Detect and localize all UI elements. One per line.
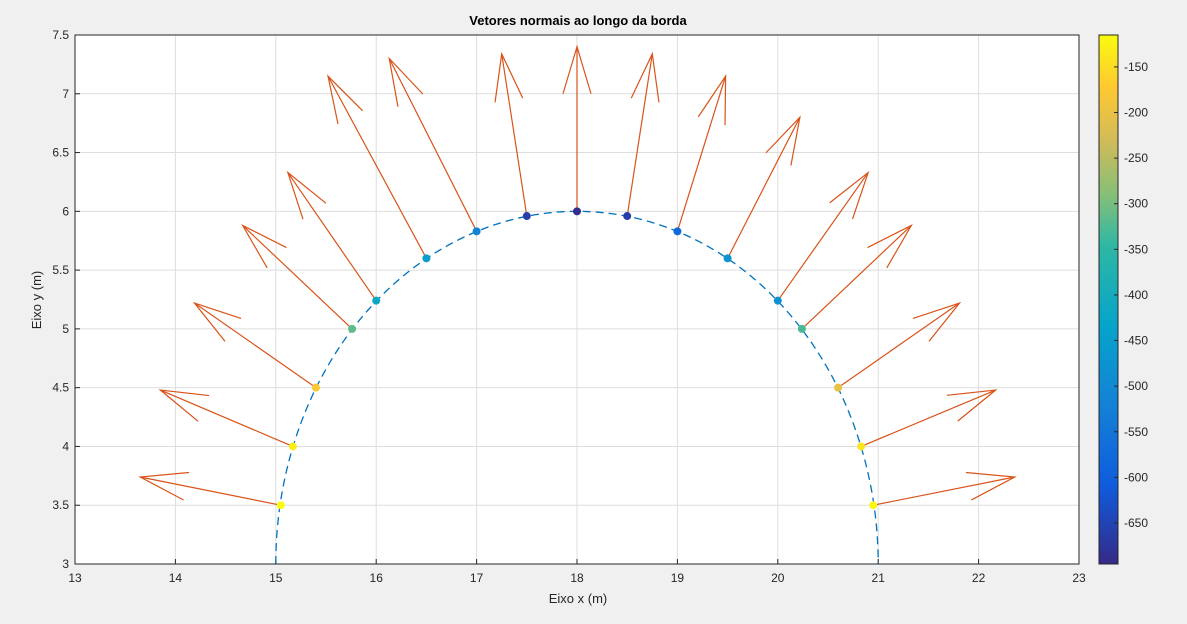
y-tick-label: 7 [62,87,69,101]
normal-vector-shaft [801,225,912,330]
colorbar-tick-label: -350 [1124,242,1148,256]
colorbar-tick-label: -250 [1124,151,1148,165]
normal-vector-head [562,44,592,94]
y-tick-labels: 3 3.5 4 4.5 5 5.5 6 6.5 7 7.5 [52,28,69,571]
x-tick-label: 15 [269,571,283,585]
normal-vector-head [867,223,913,269]
normal-vector-shaft [727,117,801,259]
colorbar-tick-label: -150 [1124,60,1148,74]
normal-vector-shaft [873,476,1015,506]
normal-vector-head [388,56,424,107]
x-tick-labels: 13 14 15 16 17 18 19 20 21 22 23 [68,571,1086,585]
boundary-point [834,383,843,392]
normal-vector-shaft [327,75,427,259]
normal-vector-head [327,74,364,125]
colorbar: -150 -200 -250 -300 -350 -400 -450 -500 -550 -600… [1098,34,1148,565]
boundary-point [723,254,732,263]
boundary-point [673,227,682,236]
y-axis-label: Eixo y (m) [29,271,44,330]
boundary-point [573,207,581,216]
boundary-point [288,442,297,451]
colorbar-tick-label: -450 [1124,334,1148,348]
x-axis-label: Eixo x (m) [549,591,608,606]
colorbar-tick-label: -600 [1124,470,1148,484]
boundary-point [372,296,381,305]
normal-vector-shaft [140,476,281,506]
plot-area: 13 14 15 16 17 18 19 20 21 22 23 3 3.5 4 4.5 5 5.5 6 6.5 7… [52,28,1086,585]
boundary-point [348,324,357,333]
y-tick-label: 5.5 [52,263,69,277]
boundary-point [311,383,320,392]
normal-vector-head [241,223,287,269]
x-tick-label: 20 [771,571,785,585]
normal-vector-head [286,170,327,220]
normal-vector-shaft [388,58,478,232]
normal-vector-head [946,389,998,422]
y-tick-label: 3.5 [52,498,69,512]
normal-vector-head [829,170,870,220]
normal-vector-head [765,115,801,166]
normal-vector-shaft [626,53,653,217]
y-tick-label: 6 [62,204,69,218]
normal-vector-head [630,51,660,103]
normal-vector-shaft [242,225,353,330]
normal-vector-shaft [160,389,294,447]
y-tick-label: 7.5 [52,28,69,42]
x-tick-label: 19 [671,571,685,585]
normal-vector-head [697,74,727,126]
x-tick-label: 21 [872,571,886,585]
y-tick-label: 4 [62,439,69,453]
normal-vector-shaft [194,302,317,389]
x-tick-label: 18 [570,571,584,585]
x-tick-label: 22 [972,571,986,585]
x-tick-label: 13 [68,571,82,585]
colorbar-tick-label: -400 [1124,288,1148,302]
normal-vector-head [192,301,242,342]
boundary-point [773,296,782,305]
colorbar-gradient [1098,34,1119,565]
colorbar-tick-labels: -150 -200 -250 -300 -350 -400 -450 -500 -550 -600… [1114,60,1148,530]
chart-title: Vetores normais ao longo da borda [469,13,687,28]
x-tick-label: 16 [370,571,384,585]
boundary-point [857,442,866,451]
normal-vector-head [965,471,1017,501]
normal-vector-head [494,51,524,103]
colorbar-tick-label: -550 [1124,425,1148,439]
normal-vector-head [912,301,962,342]
axes-box [74,34,1080,565]
y-tick-label: 4.5 [52,381,69,395]
normal-vector-head [138,471,190,501]
normal-vector-shaft [501,53,528,217]
normal-vector-shaft [777,172,869,302]
boundary-point [276,501,285,510]
colorbar-tick-label: -300 [1124,197,1148,211]
x-tick-label: 14 [169,571,183,585]
x-tick-label: 17 [470,571,484,585]
y-tick-label: 6.5 [52,146,69,160]
colorbar-tick-label: -200 [1124,106,1148,120]
boundary-point [869,501,878,510]
boundary-point [522,212,531,221]
boundary-point [797,324,806,333]
boundary-point [422,254,431,263]
colorbar-tick-label: -650 [1124,516,1148,530]
x-tick-label: 23 [1072,571,1086,585]
normal-vector-shaft [287,172,377,302]
boundary-points [276,207,878,510]
boundary-point [623,212,632,221]
normal-vector-head [158,389,210,422]
colorbar-tick-label: -500 [1124,379,1148,393]
y-tick-label: 3 [62,557,69,571]
normal-vectors [138,44,1017,506]
boundary-point [472,227,481,236]
y-tick-label: 5 [62,322,69,336]
normal-vector-shaft [837,302,960,389]
normal-vector-shaft [676,75,727,232]
normal-vector-shaft [860,389,996,447]
